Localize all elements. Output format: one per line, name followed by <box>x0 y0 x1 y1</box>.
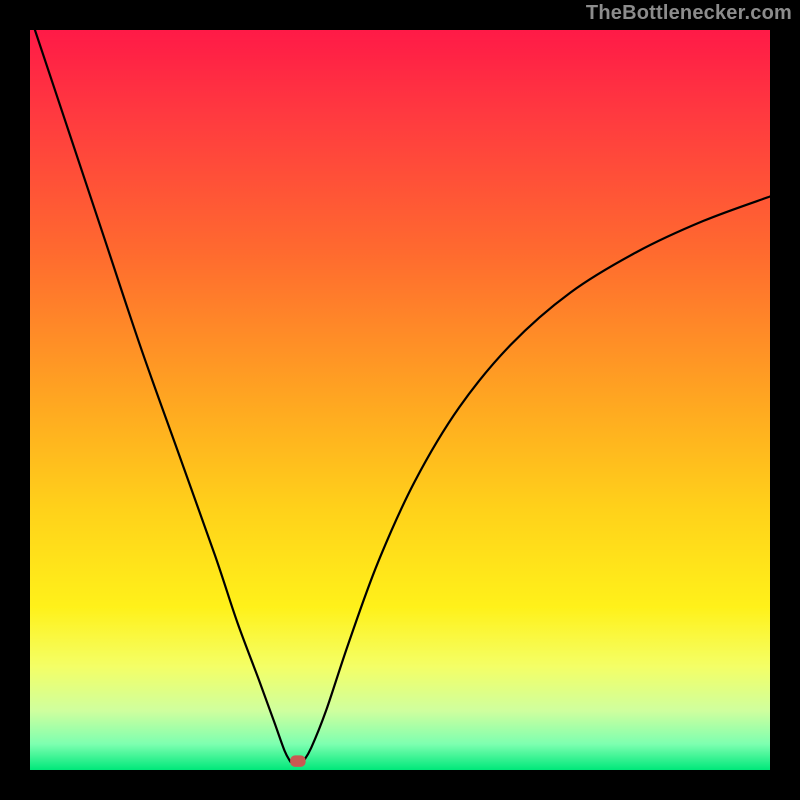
optimal-marker <box>290 755 306 766</box>
chart-svg <box>0 0 800 800</box>
chart-stage: TheBottlenecker.com <box>0 0 800 800</box>
watermark-text: TheBottlenecker.com <box>586 2 792 25</box>
gradient-background <box>30 30 770 770</box>
